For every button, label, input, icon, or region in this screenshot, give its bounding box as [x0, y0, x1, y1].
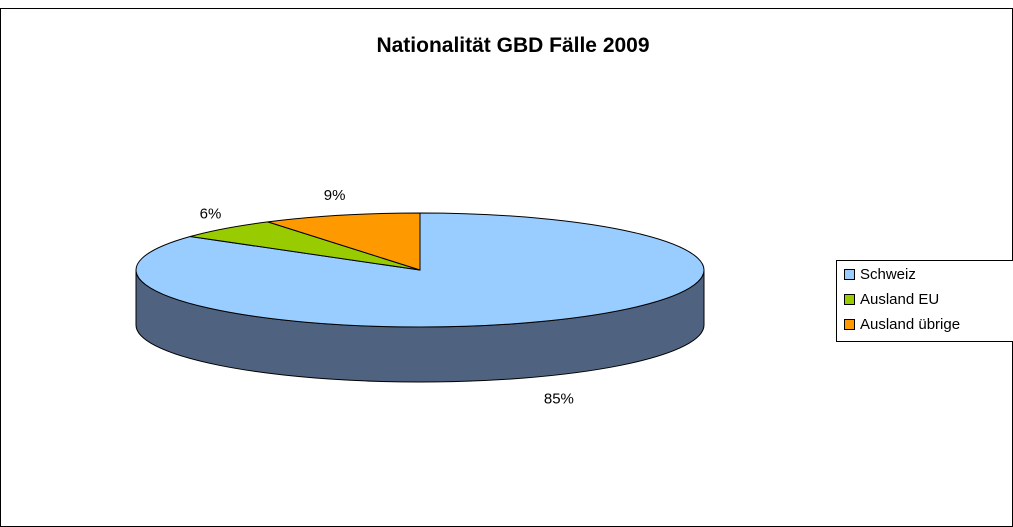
chart-title: Nationalität GBD Fälle 2009	[376, 34, 649, 57]
legend-item-ausland-uebrige: Ausland übrige	[844, 313, 960, 335]
legend-item-ausland-eu: Ausland EU	[844, 288, 939, 310]
legend-swatch-ausland-eu	[844, 293, 855, 305]
legend-label-schweiz: Schweiz	[860, 265, 916, 283]
legend-swatch-ausland-uebrige	[844, 318, 855, 330]
data-label-ausland-eu: 6%	[200, 205, 222, 222]
legend: Schweiz Ausland EU Ausland übrige	[836, 260, 1013, 342]
pie-group	[135, 212, 705, 383]
data-label-ausland-brige: 9%	[324, 187, 346, 204]
legend-item-schweiz: Schweiz	[844, 263, 916, 285]
legend-swatch-schweiz	[844, 268, 855, 280]
legend-label-ausland-eu: Ausland EU	[860, 290, 940, 308]
data-label-schweiz: 85%	[544, 390, 574, 407]
legend-label-ausland-uebrige: Ausland übrige	[860, 315, 961, 333]
data-labels: 85% 6% 9%	[200, 187, 574, 407]
pie-slice-ausland-brige	[267, 212, 421, 271]
